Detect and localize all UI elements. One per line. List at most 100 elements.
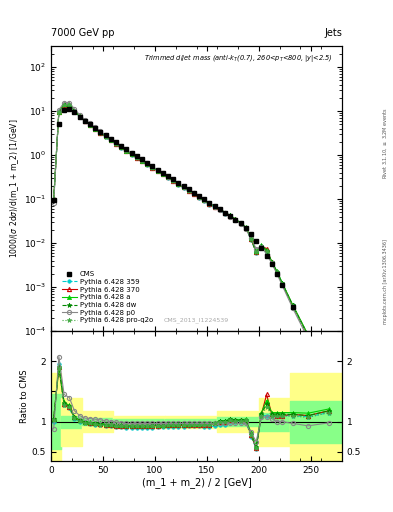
Pythia 6.428 370 <box>83 118 87 124</box>
CMS <box>327 373 331 379</box>
CMS <box>108 136 113 142</box>
Pythia 6.428 dw <box>119 144 123 150</box>
Pythia 6.428 a <box>202 197 207 203</box>
CMS <box>57 121 61 127</box>
Pythia 6.428 370 <box>244 225 248 231</box>
Pythia 6.428 370 <box>155 168 160 174</box>
Pythia 6.428 dw <box>62 101 66 108</box>
Pythia 6.428 370 <box>264 245 269 251</box>
Pythia 6.428 pro-q2o <box>280 281 285 287</box>
Pythia 6.428 dw <box>270 259 274 265</box>
CMS <box>197 193 202 199</box>
CMS <box>134 153 139 159</box>
Pythia 6.428 370 <box>62 101 66 108</box>
CMS <box>186 186 191 193</box>
Pythia 6.428 p0 <box>51 200 56 206</box>
Pythia 6.428 359 <box>249 237 253 243</box>
Pythia 6.428 pro-q2o <box>238 220 243 226</box>
Pythia 6.428 dw <box>306 333 310 339</box>
Pythia 6.428 pro-q2o <box>259 243 264 249</box>
Pythia 6.428 p0 <box>197 194 202 200</box>
Pythia 6.428 359 <box>124 148 129 155</box>
CMS <box>207 200 212 206</box>
Pythia 6.428 a <box>244 224 248 230</box>
Pythia 6.428 p0 <box>57 107 61 113</box>
Pythia 6.428 a <box>140 158 144 164</box>
Text: Jets: Jets <box>324 28 342 38</box>
Pythia 6.428 a <box>223 209 228 216</box>
Pythia 6.428 359 <box>264 251 269 257</box>
Pythia 6.428 pro-q2o <box>160 171 165 177</box>
Pythia 6.428 pro-q2o <box>67 102 72 108</box>
Pythia 6.428 a <box>77 113 82 119</box>
CMS <box>77 114 82 120</box>
Pythia 6.428 pro-q2o <box>114 141 118 147</box>
Pythia 6.428 359 <box>165 175 170 181</box>
Pythia 6.428 a <box>124 147 129 154</box>
Pythia 6.428 dw <box>275 269 279 275</box>
Pythia 6.428 p0 <box>202 197 207 203</box>
Pythia 6.428 370 <box>93 125 97 132</box>
Pythia 6.428 a <box>134 154 139 160</box>
Pythia 6.428 p0 <box>217 207 222 213</box>
Pythia 6.428 370 <box>51 196 56 202</box>
Pythia 6.428 370 <box>197 194 202 200</box>
Pythia 6.428 a <box>108 137 113 143</box>
Pythia 6.428 dw <box>98 130 103 136</box>
Pythia 6.428 359 <box>238 220 243 226</box>
Pythia 6.428 359 <box>93 126 97 132</box>
Pythia 6.428 359 <box>181 185 186 191</box>
Pythia 6.428 370 <box>67 101 72 108</box>
Pythia 6.428 pro-q2o <box>223 210 228 216</box>
Pythia 6.428 p0 <box>212 203 217 209</box>
Pythia 6.428 359 <box>176 182 181 188</box>
Pythia 6.428 p0 <box>77 112 82 118</box>
Pythia 6.428 a <box>254 248 259 254</box>
Pythia 6.428 a <box>72 108 77 114</box>
CMS <box>244 225 248 231</box>
Pythia 6.428 359 <box>207 201 212 207</box>
CMS <box>150 163 155 169</box>
Pythia 6.428 dw <box>176 181 181 187</box>
CMS <box>93 125 97 131</box>
Line: CMS: CMS <box>51 106 331 379</box>
Pythia 6.428 a <box>228 212 233 219</box>
Pythia 6.428 pro-q2o <box>202 197 207 203</box>
Pythia 6.428 359 <box>51 197 56 203</box>
Pythia 6.428 a <box>176 181 181 187</box>
Pythia 6.428 p0 <box>119 143 123 150</box>
Pythia 6.428 dw <box>290 302 295 308</box>
Pythia 6.428 a <box>280 280 285 286</box>
Pythia 6.428 pro-q2o <box>290 303 295 309</box>
Pythia 6.428 dw <box>72 108 77 114</box>
CMS <box>88 121 92 127</box>
Pythia 6.428 p0 <box>108 136 113 142</box>
Pythia 6.428 370 <box>280 281 285 287</box>
Pythia 6.428 pro-q2o <box>249 236 253 242</box>
Pythia 6.428 p0 <box>134 154 139 160</box>
Pythia 6.428 p0 <box>244 226 248 232</box>
Pythia 6.428 359 <box>129 152 134 158</box>
Pythia 6.428 a <box>155 167 160 174</box>
Pythia 6.428 dw <box>145 161 149 167</box>
Pythia 6.428 370 <box>171 178 176 184</box>
Pythia 6.428 pro-q2o <box>176 181 181 187</box>
CMS <box>270 261 274 267</box>
Pythia 6.428 p0 <box>129 151 134 157</box>
Pythia 6.428 370 <box>176 181 181 187</box>
Pythia 6.428 359 <box>67 102 72 108</box>
Pythia 6.428 370 <box>103 133 108 139</box>
Pythia 6.428 p0 <box>150 164 155 170</box>
Pythia 6.428 359 <box>280 281 285 287</box>
Pythia 6.428 a <box>160 170 165 177</box>
Pythia 6.428 370 <box>129 152 134 158</box>
Pythia 6.428 359 <box>140 158 144 164</box>
Pythia 6.428 p0 <box>280 282 285 288</box>
Pythia 6.428 pro-q2o <box>108 137 113 143</box>
Pythia 6.428 dw <box>238 220 243 226</box>
Pythia 6.428 a <box>327 370 331 376</box>
Line: Pythia 6.428 370: Pythia 6.428 370 <box>51 102 331 375</box>
Pythia 6.428 dw <box>140 158 144 164</box>
Pythia 6.428 a <box>275 268 279 274</box>
Pythia 6.428 370 <box>134 155 139 161</box>
